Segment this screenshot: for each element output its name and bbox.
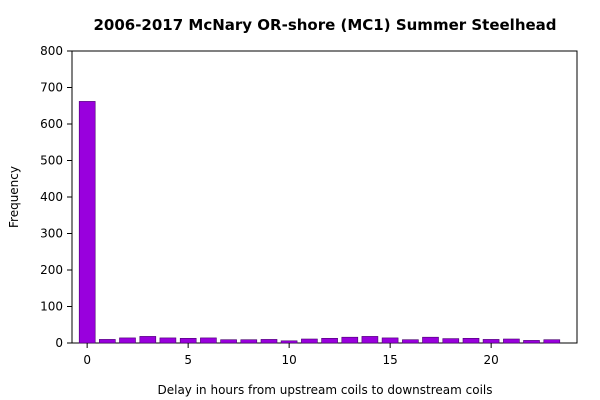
bar-12: [321, 337, 338, 344]
x-axis: 0 5 10 15 20: [83, 343, 499, 367]
y-tick-label: 600: [40, 117, 63, 131]
y-tick-label: 500: [40, 154, 63, 168]
bar-18: [442, 338, 460, 344]
bar-22: [523, 340, 540, 344]
y-tick-label: 0: [55, 336, 63, 350]
bar-10: [280, 340, 298, 344]
y-tick-label: 200: [40, 263, 63, 277]
bar-3: [139, 336, 157, 344]
x-tick-label: 15: [383, 353, 398, 367]
x-axis-label: Delay in hours from upstream coils to do…: [157, 383, 492, 397]
bar-0: [78, 101, 96, 344]
bar-16: [402, 339, 419, 344]
chart-title: 2006-2017 McNary OR-shore (MC1) Summer S…: [93, 16, 556, 34]
bar-5: [179, 337, 197, 344]
bar-15: [381, 337, 399, 344]
x-tick-label: 20: [484, 353, 499, 367]
bar-2: [119, 337, 136, 344]
plot-area: 0 5 10 15 20 0 100 200 300 400 500 600 700 800: [40, 44, 578, 367]
bar-4: [159, 337, 177, 344]
x-tick-label: 10: [282, 353, 297, 367]
bar-group: [78, 101, 561, 344]
bar-6: [200, 337, 217, 344]
y-axis: 0 100 200 300 400 500 600 700 800: [40, 44, 72, 350]
bar-13: [341, 336, 359, 344]
bar-8: [240, 339, 258, 344]
bar-11: [301, 338, 318, 344]
y-tick-label: 100: [40, 300, 63, 314]
y-tick-label: 700: [40, 81, 63, 95]
plot-frame: [71, 50, 578, 344]
bar-7: [220, 339, 237, 344]
bar-21: [503, 338, 520, 344]
bar-19: [462, 337, 480, 344]
y-tick-label: 300: [40, 227, 63, 241]
x-tick-label: 5: [184, 353, 192, 367]
y-tick-label: 400: [40, 190, 63, 204]
bar-1: [99, 339, 116, 344]
y-axis-label: Frequency: [7, 166, 21, 228]
bar-14: [361, 336, 379, 344]
bar-20: [482, 339, 500, 344]
x-tick-label: 0: [83, 353, 91, 367]
bar-23: [543, 339, 561, 344]
y-tick-label: 800: [40, 44, 63, 58]
bar-17: [422, 336, 439, 344]
bar-9: [260, 339, 278, 344]
